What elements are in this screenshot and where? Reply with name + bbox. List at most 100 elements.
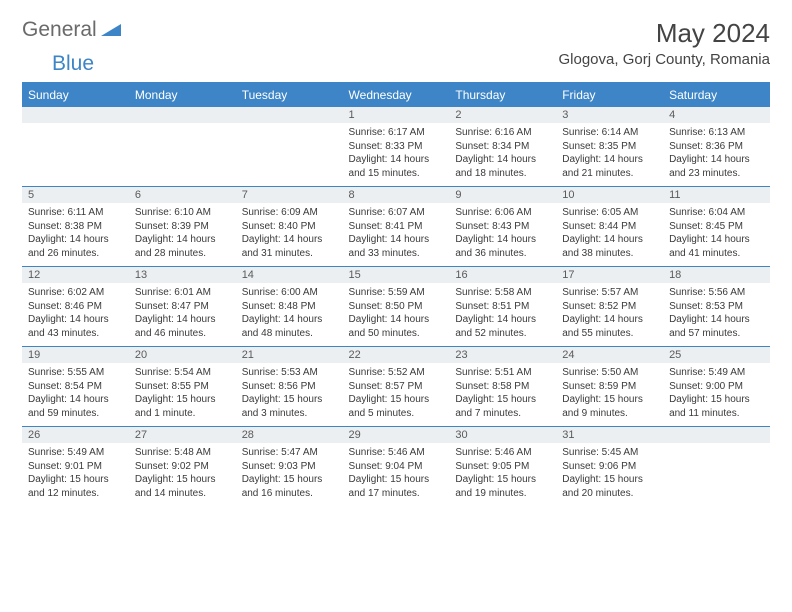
day-details: Sunrise: 6:06 AMSunset: 8:43 PMDaylight:… <box>449 203 556 266</box>
day-details-cell: Sunrise: 5:49 AMSunset: 9:01 PMDaylight:… <box>22 443 129 506</box>
day-number-cell: 4 <box>663 107 770 124</box>
day-details: Sunrise: 5:56 AMSunset: 8:53 PMDaylight:… <box>663 283 770 346</box>
day-details-cell: Sunrise: 6:11 AMSunset: 8:38 PMDaylight:… <box>22 203 129 267</box>
daynum-row: 12131415161718 <box>22 267 770 284</box>
day-number-cell: 21 <box>236 347 343 364</box>
day-number: 27 <box>129 427 236 443</box>
day-details: Sunrise: 6:11 AMSunset: 8:38 PMDaylight:… <box>22 203 129 266</box>
day-number <box>22 107 129 123</box>
day-number-cell: 1 <box>343 107 450 124</box>
day-details-cell: Sunrise: 5:46 AMSunset: 9:05 PMDaylight:… <box>449 443 556 506</box>
logo-text-general: General <box>22 18 97 42</box>
day-details-cell: Sunrise: 5:48 AMSunset: 9:02 PMDaylight:… <box>129 443 236 506</box>
day-number: 12 <box>22 267 129 283</box>
day-details-cell: Sunrise: 6:07 AMSunset: 8:41 PMDaylight:… <box>343 203 450 267</box>
day-details: Sunrise: 6:16 AMSunset: 8:34 PMDaylight:… <box>449 123 556 186</box>
day-details-cell: Sunrise: 6:09 AMSunset: 8:40 PMDaylight:… <box>236 203 343 267</box>
weekday-header: Thursday <box>449 83 556 107</box>
day-details-cell: Sunrise: 6:06 AMSunset: 8:43 PMDaylight:… <box>449 203 556 267</box>
day-number-cell: 16 <box>449 267 556 284</box>
day-number: 8 <box>343 187 450 203</box>
day-details: Sunrise: 6:10 AMSunset: 8:39 PMDaylight:… <box>129 203 236 266</box>
day-number: 17 <box>556 267 663 283</box>
day-number: 24 <box>556 347 663 363</box>
title-block: May 2024 Glogova, Gorj County, Romania <box>559 18 771 68</box>
details-row: Sunrise: 6:17 AMSunset: 8:33 PMDaylight:… <box>22 123 770 187</box>
weekday-header-row: SundayMondayTuesdayWednesdayThursdayFrid… <box>22 83 770 107</box>
day-number-cell: 26 <box>22 427 129 444</box>
day-details: Sunrise: 6:04 AMSunset: 8:45 PMDaylight:… <box>663 203 770 266</box>
day-number-cell: 14 <box>236 267 343 284</box>
day-number: 4 <box>663 107 770 123</box>
day-number-cell: 23 <box>449 347 556 364</box>
day-details: Sunrise: 6:07 AMSunset: 8:41 PMDaylight:… <box>343 203 450 266</box>
day-number-cell: 15 <box>343 267 450 284</box>
day-details-cell: Sunrise: 6:14 AMSunset: 8:35 PMDaylight:… <box>556 123 663 187</box>
day-details: Sunrise: 6:14 AMSunset: 8:35 PMDaylight:… <box>556 123 663 186</box>
day-details-cell: Sunrise: 6:04 AMSunset: 8:45 PMDaylight:… <box>663 203 770 267</box>
day-details-cell: Sunrise: 6:00 AMSunset: 8:48 PMDaylight:… <box>236 283 343 347</box>
day-details: Sunrise: 5:58 AMSunset: 8:51 PMDaylight:… <box>449 283 556 346</box>
day-number: 25 <box>663 347 770 363</box>
day-number-cell: 20 <box>129 347 236 364</box>
day-details-cell: Sunrise: 5:57 AMSunset: 8:52 PMDaylight:… <box>556 283 663 347</box>
day-number: 11 <box>663 187 770 203</box>
weekday-header: Monday <box>129 83 236 107</box>
day-details: Sunrise: 6:05 AMSunset: 8:44 PMDaylight:… <box>556 203 663 266</box>
day-number-cell: 13 <box>129 267 236 284</box>
day-details-cell: Sunrise: 6:16 AMSunset: 8:34 PMDaylight:… <box>449 123 556 187</box>
day-number <box>129 107 236 123</box>
day-number: 29 <box>343 427 450 443</box>
day-details-cell: Sunrise: 5:58 AMSunset: 8:51 PMDaylight:… <box>449 283 556 347</box>
calendar-table: SundayMondayTuesdayWednesdayThursdayFrid… <box>22 82 770 506</box>
logo-triangle-icon <box>101 20 121 41</box>
day-number: 20 <box>129 347 236 363</box>
day-number-cell: 2 <box>449 107 556 124</box>
day-number-cell: 31 <box>556 427 663 444</box>
day-details: Sunrise: 5:47 AMSunset: 9:03 PMDaylight:… <box>236 443 343 506</box>
day-number: 30 <box>449 427 556 443</box>
day-number-cell: 17 <box>556 267 663 284</box>
day-details: Sunrise: 5:49 AMSunset: 9:00 PMDaylight:… <box>663 363 770 426</box>
day-number-cell <box>236 107 343 124</box>
day-details: Sunrise: 6:13 AMSunset: 8:36 PMDaylight:… <box>663 123 770 186</box>
day-details: Sunrise: 5:54 AMSunset: 8:55 PMDaylight:… <box>129 363 236 426</box>
day-details-cell <box>129 123 236 187</box>
details-row: Sunrise: 5:49 AMSunset: 9:01 PMDaylight:… <box>22 443 770 506</box>
day-number-cell <box>129 107 236 124</box>
day-details-cell: Sunrise: 6:17 AMSunset: 8:33 PMDaylight:… <box>343 123 450 187</box>
day-details-cell: Sunrise: 5:46 AMSunset: 9:04 PMDaylight:… <box>343 443 450 506</box>
day-number: 5 <box>22 187 129 203</box>
day-number-cell: 11 <box>663 187 770 204</box>
day-number: 3 <box>556 107 663 123</box>
day-details: Sunrise: 5:50 AMSunset: 8:59 PMDaylight:… <box>556 363 663 426</box>
logo-text-blue: Blue <box>52 52 94 76</box>
day-number-cell: 12 <box>22 267 129 284</box>
day-number-cell: 25 <box>663 347 770 364</box>
calendar-body: 1234Sunrise: 6:17 AMSunset: 8:33 PMDayli… <box>22 107 770 507</box>
day-details-cell: Sunrise: 5:56 AMSunset: 8:53 PMDaylight:… <box>663 283 770 347</box>
weekday-header: Tuesday <box>236 83 343 107</box>
day-number: 22 <box>343 347 450 363</box>
day-number-cell: 3 <box>556 107 663 124</box>
day-number: 21 <box>236 347 343 363</box>
day-details: Sunrise: 5:46 AMSunset: 9:04 PMDaylight:… <box>343 443 450 506</box>
day-details: Sunrise: 5:45 AMSunset: 9:06 PMDaylight:… <box>556 443 663 506</box>
day-details: Sunrise: 5:59 AMSunset: 8:50 PMDaylight:… <box>343 283 450 346</box>
day-number: 6 <box>129 187 236 203</box>
day-details-cell: Sunrise: 5:51 AMSunset: 8:58 PMDaylight:… <box>449 363 556 427</box>
day-details: Sunrise: 5:53 AMSunset: 8:56 PMDaylight:… <box>236 363 343 426</box>
day-details-cell: Sunrise: 6:01 AMSunset: 8:47 PMDaylight:… <box>129 283 236 347</box>
location: Glogova, Gorj County, Romania <box>559 51 771 68</box>
day-number: 15 <box>343 267 450 283</box>
day-number-cell: 18 <box>663 267 770 284</box>
day-number: 26 <box>22 427 129 443</box>
day-number-cell: 7 <box>236 187 343 204</box>
day-number: 31 <box>556 427 663 443</box>
day-details: Sunrise: 6:00 AMSunset: 8:48 PMDaylight:… <box>236 283 343 346</box>
day-details-cell: Sunrise: 6:02 AMSunset: 8:46 PMDaylight:… <box>22 283 129 347</box>
day-number: 7 <box>236 187 343 203</box>
weekday-header: Sunday <box>22 83 129 107</box>
day-number: 18 <box>663 267 770 283</box>
weekday-header: Friday <box>556 83 663 107</box>
